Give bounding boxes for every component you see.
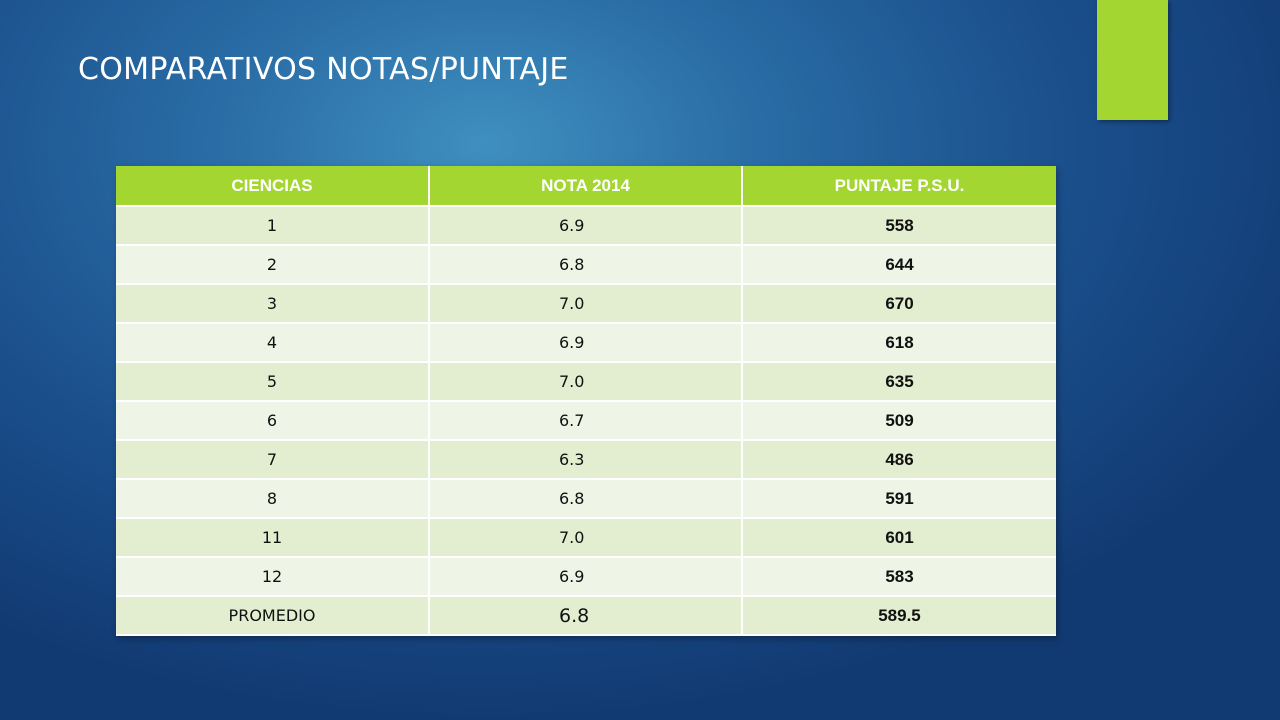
puntaje-cell: 583 xyxy=(742,557,1056,597)
nota-cell: 6.8 xyxy=(429,245,743,285)
promedio-label: PROMEDIO xyxy=(116,596,430,636)
ciencias-cell: 8 xyxy=(116,479,430,519)
table-row: 2 6.8 644 xyxy=(116,245,1056,285)
nota-cell: 6.9 xyxy=(429,557,743,597)
promedio-nota: 6.8 xyxy=(429,596,743,636)
nota-cell: 6.3 xyxy=(429,440,743,480)
ciencias-cell: 7 xyxy=(116,440,430,480)
table-row: 7 6.3 486 xyxy=(116,440,1056,480)
promedio-puntaje: 589.5 xyxy=(742,596,1056,636)
column-header-nota: NOTA 2014 xyxy=(429,166,743,207)
ciencias-cell: 6 xyxy=(116,401,430,441)
table-row: 3 7.0 670 xyxy=(116,284,1056,324)
ciencias-cell: 2 xyxy=(116,245,430,285)
puntaje-cell: 558 xyxy=(742,206,1056,246)
ciencias-cell: 3 xyxy=(116,284,430,324)
table-row: 8 6.8 591 xyxy=(116,479,1056,519)
nota-cell: 7.0 xyxy=(429,518,743,558)
puntaje-cell: 486 xyxy=(742,440,1056,480)
puntaje-cell: 644 xyxy=(742,245,1056,285)
table-row: 12 6.9 583 xyxy=(116,557,1056,597)
column-header-ciencias: CIENCIAS xyxy=(116,166,430,207)
table-row: 4 6.9 618 xyxy=(116,323,1056,363)
nota-cell: 6.7 xyxy=(429,401,743,441)
table-row: 5 7.0 635 xyxy=(116,362,1056,402)
ciencias-cell: 12 xyxy=(116,557,430,597)
scores-table: CIENCIAS NOTA 2014 PUNTAJE P.S.U. 1 6.9 … xyxy=(116,166,1056,636)
puntaje-cell: 601 xyxy=(742,518,1056,558)
table-row: 11 7.0 601 xyxy=(116,518,1056,558)
slide-title: COMPARATIVOS NOTAS/PUNTAJE xyxy=(78,52,569,87)
puntaje-cell: 591 xyxy=(742,479,1056,519)
table-row: 6 6.7 509 xyxy=(116,401,1056,441)
ciencias-cell: 4 xyxy=(116,323,430,363)
nota-cell: 6.8 xyxy=(429,479,743,519)
table-header-row: CIENCIAS NOTA 2014 PUNTAJE P.S.U. xyxy=(116,166,1056,207)
accent-bar xyxy=(1097,0,1168,120)
column-header-puntaje: PUNTAJE P.S.U. xyxy=(742,166,1056,207)
puntaje-cell: 509 xyxy=(742,401,1056,441)
table-row: 1 6.9 558 xyxy=(116,206,1056,246)
nota-cell: 6.9 xyxy=(429,323,743,363)
nota-cell: 7.0 xyxy=(429,362,743,402)
ciencias-cell: 1 xyxy=(116,206,430,246)
nota-cell: 7.0 xyxy=(429,284,743,324)
ciencias-cell: 5 xyxy=(116,362,430,402)
ciencias-cell: 11 xyxy=(116,518,430,558)
table-row-promedio: PROMEDIO 6.8 589.5 xyxy=(116,596,1056,636)
nota-cell: 6.9 xyxy=(429,206,743,246)
puntaje-cell: 635 xyxy=(742,362,1056,402)
puntaje-cell: 618 xyxy=(742,323,1056,363)
puntaje-cell: 670 xyxy=(742,284,1056,324)
